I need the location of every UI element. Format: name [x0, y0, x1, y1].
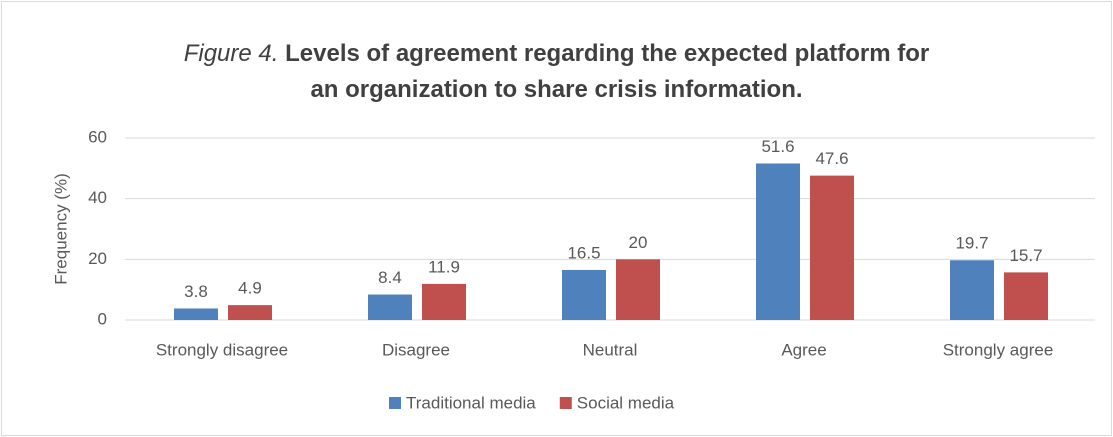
- value-label: 19.7: [955, 234, 988, 253]
- legend-swatch: [389, 397, 401, 409]
- bar: [174, 308, 218, 320]
- legend-label: Traditional media: [406, 393, 536, 412]
- value-label: 8.4: [378, 268, 402, 287]
- legend-swatch: [559, 397, 572, 409]
- y-tick-label: 60: [88, 127, 107, 146]
- value-label: 51.6: [761, 137, 794, 156]
- bar: [228, 305, 272, 320]
- value-label: 47.6: [815, 149, 848, 168]
- value-label: 16.5: [567, 243, 600, 262]
- y-tick-label: 40: [88, 188, 107, 207]
- legend-label: Social media: [577, 393, 675, 412]
- bar: [950, 260, 994, 320]
- y-tick-label: 0: [98, 309, 107, 328]
- bar: [1004, 272, 1048, 320]
- bar: [616, 259, 660, 320]
- value-label: 20: [629, 233, 648, 252]
- title-text: Levels of agreement regarding the expect…: [285, 40, 930, 103]
- bar: [756, 163, 800, 320]
- bar: [810, 175, 854, 320]
- value-label: 11.9: [428, 257, 460, 276]
- x-tick-label: Strongly agree: [943, 340, 1054, 359]
- value-label: 3.8: [184, 282, 208, 301]
- value-label: 4.9: [238, 279, 262, 298]
- y-axis-label: Frequency (%): [51, 173, 70, 284]
- x-tick-label: Disagree: [382, 340, 450, 359]
- x-tick-label: Agree: [781, 340, 826, 359]
- x-tick-label: Strongly disagree: [156, 340, 288, 359]
- x-tick-label: Neutral: [583, 340, 638, 359]
- chart-title: Figure 4. Levels of agreement regarding …: [0, 36, 1113, 108]
- y-tick-label: 20: [88, 249, 107, 268]
- bar: [562, 269, 606, 320]
- bar: [422, 283, 466, 320]
- title-label: Figure 4.: [183, 40, 279, 67]
- value-label: 15.7: [1009, 246, 1042, 265]
- bar: [368, 294, 412, 320]
